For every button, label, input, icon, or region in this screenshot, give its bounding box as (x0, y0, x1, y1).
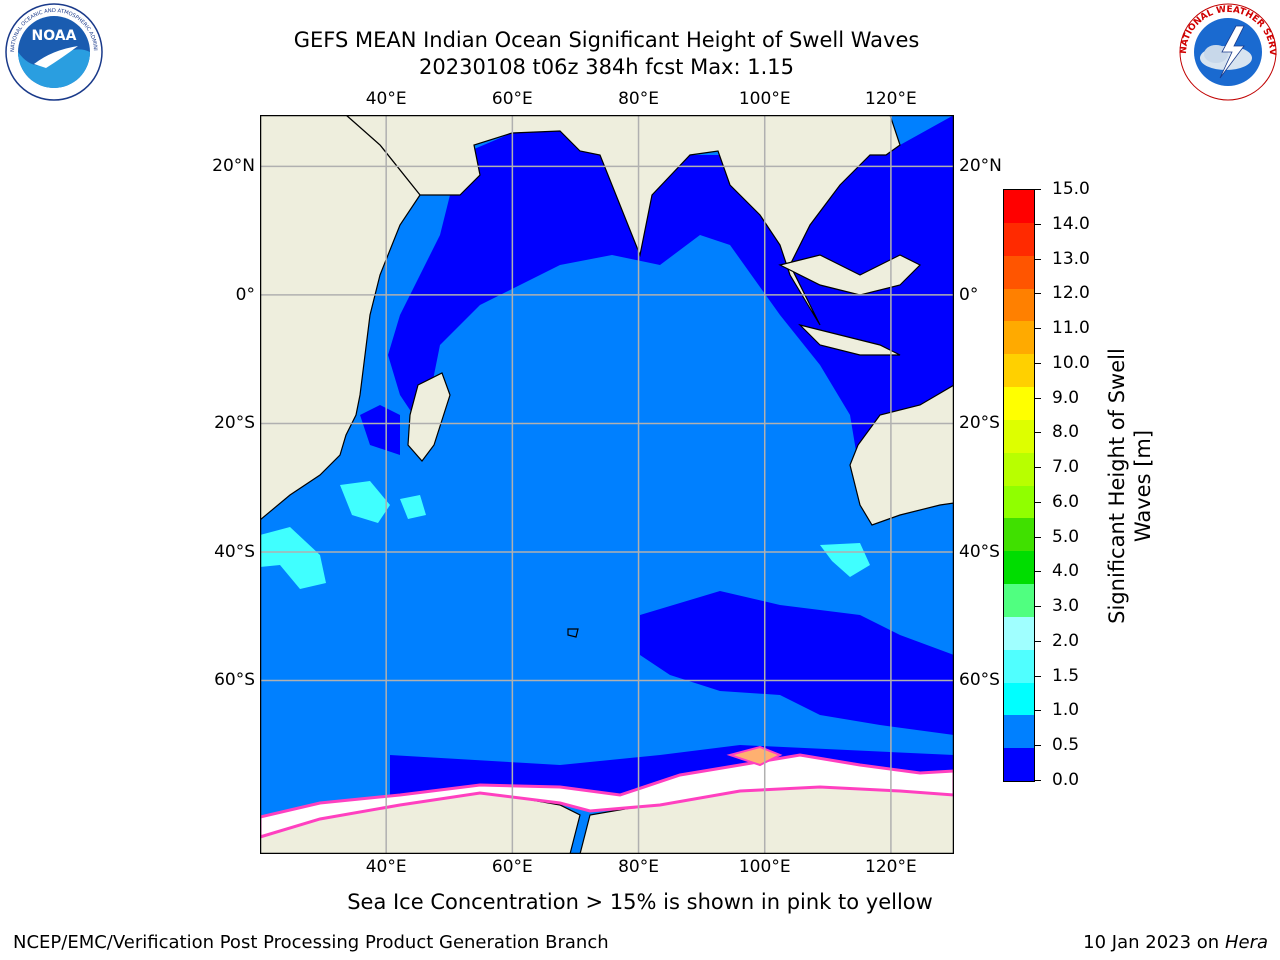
colorbar-tick-mark (1035, 223, 1041, 225)
lon-tick-label-top: 40°E (365, 89, 407, 109)
colorbar-tick-mark (1035, 501, 1041, 503)
lat-tick-label-left: 0° (235, 284, 255, 305)
colorbar-tick-label: 2.0 (1052, 630, 1080, 651)
branch-credit: NCEP/EMC/Verification Post Processing Pr… (13, 932, 609, 953)
colorbar-tick-label: 14.0 (1052, 213, 1090, 234)
colorbar-bin (1004, 452, 1034, 486)
lon-tick-label-bottom: 60°E (491, 857, 533, 877)
colorbar-tick-label: 11.0 (1052, 318, 1090, 339)
colorbar-bin (1004, 485, 1034, 519)
lon-tick-label-top: 60°E (491, 89, 533, 109)
lon-tick-label-top: 80°E (618, 89, 659, 109)
colorbar-tick-mark (1035, 258, 1041, 260)
map-frame (260, 115, 954, 854)
colorbar-tick-label: 0.5 (1052, 735, 1080, 756)
lat-tick-label-left: 20°S (214, 413, 255, 434)
colorbar-tick-mark (1035, 328, 1041, 330)
colorbar-tick-label: 9.0 (1052, 387, 1080, 408)
sea-ice-note: Sea Ice Concentration > 15% is shown in … (347, 890, 933, 914)
colorbar (1003, 189, 1035, 782)
colorbar-tick-label: 5.0 (1052, 526, 1080, 547)
map-plot (260, 115, 954, 854)
colorbar-label-line1: Significant Height of Swell (1105, 348, 1129, 624)
colorbar-tick-mark (1035, 397, 1041, 399)
colorbar-bin (1004, 288, 1034, 322)
colorbar-bin (1004, 649, 1034, 683)
colorbar-tick-label: 12.0 (1052, 283, 1090, 304)
colorbar-tick-label: 1.0 (1052, 700, 1080, 721)
lat-tick-label-right: 20°N (959, 156, 1002, 177)
colorbar-tick-label: 8.0 (1052, 422, 1080, 443)
colorbar-tick-mark (1035, 606, 1041, 608)
colorbar-tick-mark (1035, 745, 1041, 747)
date-credit: 10 Jan 2023 on Hera (1083, 932, 1268, 953)
lat-tick-label-left: 40°S (214, 541, 255, 562)
lat-tick-label-right: 20°S (959, 413, 1000, 434)
land-areas (260, 115, 954, 854)
colorbar-bin (1004, 190, 1034, 224)
colorbar-tick-label: 10.0 (1052, 352, 1090, 373)
colorbar-tick-label: 4.0 (1052, 561, 1080, 582)
lat-tick-label-left: 20°N (212, 156, 255, 177)
colorbar-tick-mark (1035, 189, 1041, 190)
colorbar-tick-label: 1.5 (1052, 665, 1080, 686)
lon-tick-label-top: 100°E (738, 89, 791, 109)
chart-title: GEFS MEAN Indian Ocean Significant Heigh… (293, 28, 920, 52)
colorbar-tick-mark (1035, 467, 1041, 469)
noaa-logo: NOAA NATIONAL OCEANIC AND ATMOSPHERIC AD… (4, 2, 103, 101)
colorbar-tick-label: 3.0 (1052, 596, 1080, 617)
colorbar-tick-mark (1035, 362, 1041, 364)
colorbar-tick-mark (1035, 640, 1041, 642)
colorbar-tick-mark (1035, 571, 1041, 573)
colorbar-bin (1004, 255, 1034, 289)
colorbar-tick-mark (1035, 780, 1041, 781)
colorbar-bin (1004, 387, 1034, 421)
lon-tick-label-bottom: 80°E (618, 857, 659, 877)
cyan-swell-patches (260, 481, 870, 589)
colorbar-tick-mark (1035, 293, 1041, 295)
colorbar-tick-mark (1035, 710, 1041, 712)
machine-name: Hera (1224, 932, 1268, 953)
colorbar-label-wrap: Significant Height of Swell Waves [m] (975, 348, 1280, 624)
colorbar-label: Significant Height of Swell Waves [m] (1104, 331, 1156, 641)
colorbar-bin (1004, 551, 1034, 585)
colorbar-bin (1004, 748, 1034, 782)
colorbar-tick-label: 13.0 (1052, 248, 1090, 269)
lat-tick-label-right: 60°S (959, 670, 1000, 691)
date-text: 10 Jan 2023 on (1083, 932, 1225, 953)
colorbar-bin (1004, 715, 1034, 749)
colorbar-label-line2: Waves [m] (1131, 429, 1155, 543)
colorbar-bin (1004, 321, 1034, 355)
lon-tick-label-bottom: 120°E (865, 857, 917, 877)
nws-logo: NATIONAL WEATHER SERVICE (1178, 2, 1277, 101)
lat-tick-label-right: 0° (959, 284, 979, 305)
colorbar-tick-mark (1035, 432, 1041, 434)
colorbar-tick-mark (1035, 536, 1041, 538)
kerguelen-island (567, 628, 579, 638)
noaa-logo-text: NOAA (32, 28, 77, 44)
lat-tick-label-right: 40°S (959, 541, 1000, 562)
colorbar-bin (1004, 682, 1034, 716)
colorbar-tick-label: 15.0 (1052, 179, 1090, 199)
lat-tick-label-left: 60°S (214, 670, 255, 691)
colorbar-bin (1004, 419, 1034, 454)
colorbar-tick-label: 6.0 (1052, 491, 1080, 512)
sea-ice (260, 745, 954, 839)
colorbar-tick-label: 0.0 (1052, 770, 1080, 790)
lon-tick-label-bottom: 100°E (738, 857, 791, 877)
colorbar-tick-label: 7.0 (1052, 457, 1080, 478)
colorbar-bin (1004, 354, 1034, 388)
colorbar-tick-mark (1035, 675, 1041, 677)
colorbar-bin (1004, 584, 1034, 618)
lon-tick-label-bottom: 40°E (365, 857, 407, 877)
colorbar-bin (1004, 222, 1034, 257)
colorbar-bin (1004, 518, 1034, 552)
lon-tick-label-top: 120°E (865, 89, 917, 109)
chart-subtitle: 20230108 t06z 384h fcst Max: 1.15 (419, 55, 794, 79)
map-gridlines (260, 115, 954, 854)
colorbar-bin (1004, 616, 1034, 651)
